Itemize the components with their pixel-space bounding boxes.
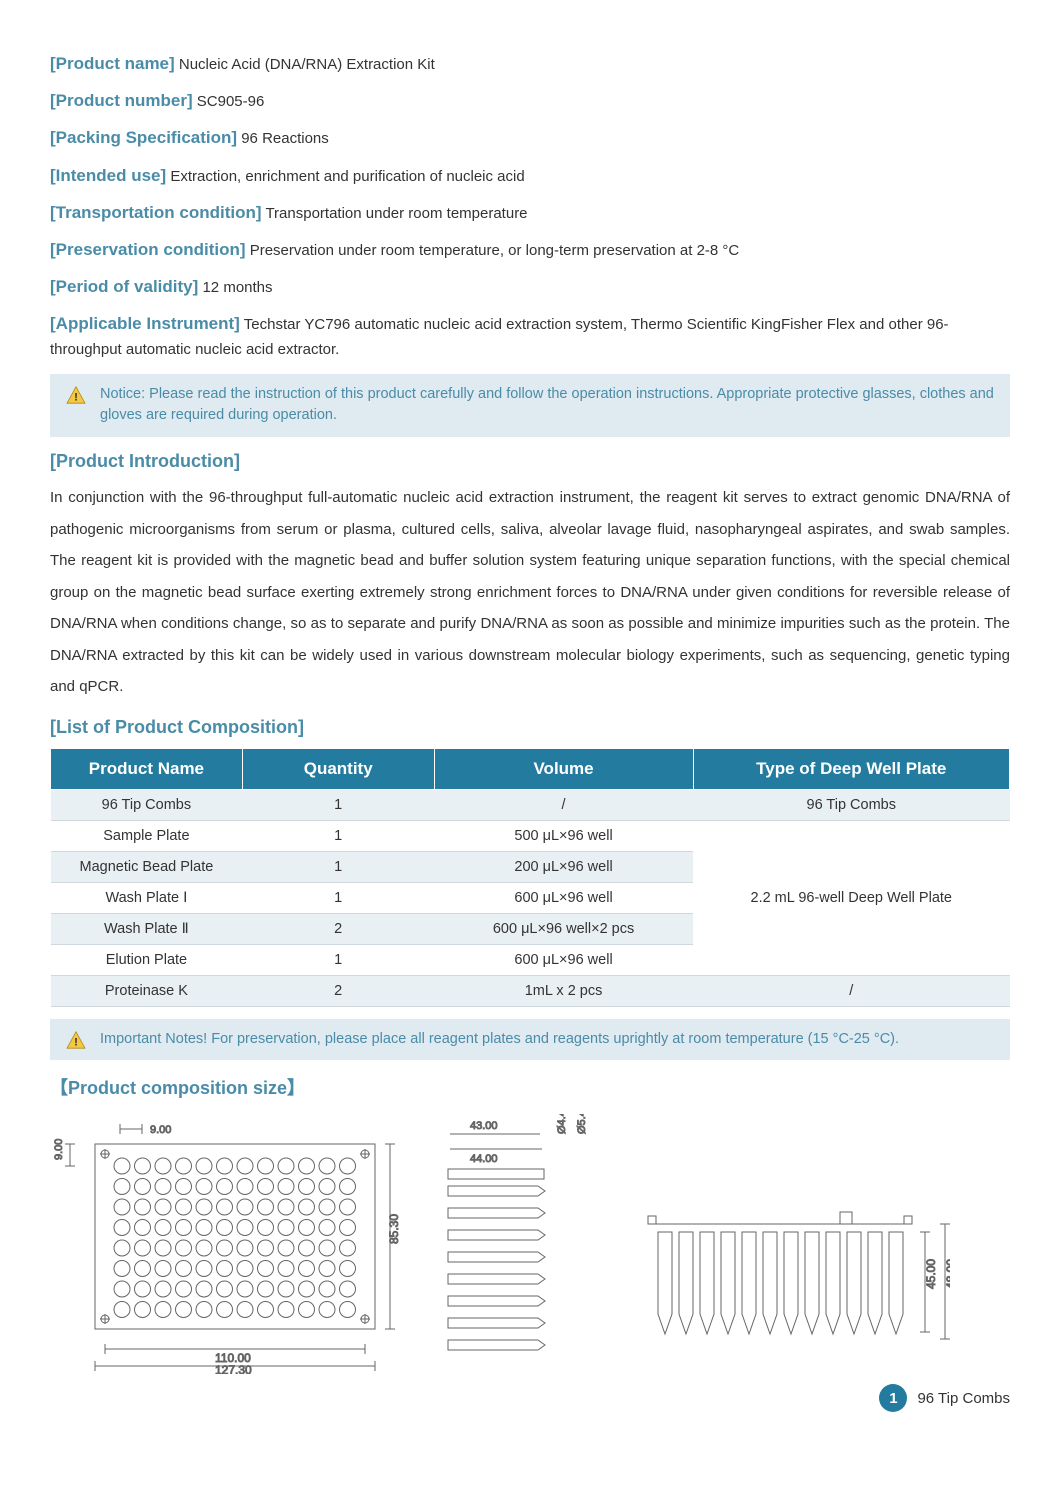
field-label: [Preservation condition] (50, 240, 246, 259)
cell: 1 (242, 820, 434, 851)
field-validity: [Period of validity] 12 months (50, 273, 1010, 300)
th-qty: Quantity (242, 748, 434, 789)
field-intended-use: [Intended use] Extraction, enrichment an… (50, 162, 1010, 189)
field-instrument: [Applicable Instrument] Techstar YC796 a… (50, 310, 1010, 361)
dim-text: 127.30 (215, 1363, 252, 1374)
dim-text: Ø5.49 (576, 1114, 588, 1134)
cell: / (434, 789, 693, 820)
field-value: 96 Reactions (241, 130, 329, 147)
field-value: SC905-96 (197, 93, 265, 110)
warning-icon: ! (66, 386, 86, 412)
field-label: [Period of validity] (50, 277, 198, 296)
th-name: Product Name (51, 748, 243, 789)
diagram-side-view: 43.00 44.00 Ø4.40 Ø5.49 (420, 1114, 620, 1374)
cell: 96 Tip Combs (51, 789, 243, 820)
field-value: 12 months (202, 279, 272, 296)
cell: 2 (242, 913, 434, 944)
dim-text: 45.00 (924, 1259, 938, 1289)
field-label: [Packing Specification] (50, 128, 237, 147)
section-size-heading: 【Product composition size】 (50, 1074, 1010, 1100)
cell: 600 μL×96 well (434, 882, 693, 913)
field-value: Preservation under room temperature, or … (250, 242, 740, 259)
cell: Elution Plate (51, 944, 243, 975)
svg-text:!: ! (74, 391, 78, 403)
cell: Wash Plate Ⅰ (51, 882, 243, 913)
table-row: Proteinase K 2 1mL x 2 pcs / (51, 975, 1010, 1006)
field-product-name: [Product name] Nucleic Acid (DNA/RNA) Ex… (50, 50, 1010, 77)
page-footer-label: 96 Tip Combs (917, 1390, 1010, 1407)
field-packing-spec: [Packing Specification] 96 Reactions (50, 124, 1010, 151)
cell: 500 μL×96 well (434, 820, 693, 851)
page-number-badge: 1 (879, 1384, 907, 1412)
cell: 96 Tip Combs (693, 789, 1009, 820)
field-value: Transportation under room temperature (265, 205, 527, 222)
composition-table: Product Name Quantity Volume Type of Dee… (50, 748, 1010, 1007)
cell: Proteinase K (51, 975, 243, 1006)
diagram-front-view: 45.00 48.00 (640, 1194, 950, 1374)
field-product-number: [Product number] SC905-96 (50, 87, 1010, 114)
field-value: Nucleic Acid (DNA/RNA) Extraction Kit (179, 56, 435, 73)
notice-bottom: ! Important Notes! For preservation, ple… (50, 1019, 1010, 1061)
notice-top: ! Notice: Please read the instruction of… (50, 374, 1010, 438)
dim-text: Ø4.40 (556, 1114, 568, 1134)
cell: Magnetic Bead Plate (51, 851, 243, 882)
table-row: 96 Tip Combs 1 / 96 Tip Combs (51, 789, 1010, 820)
dim-text: 48.00 (944, 1259, 950, 1289)
dim-text: 44.00 (470, 1153, 498, 1165)
cell: / (693, 975, 1009, 1006)
page-footer: 1 96 Tip Combs (50, 1384, 1010, 1412)
dim-text: 43.00 (470, 1120, 498, 1132)
field-label: [Intended use] (50, 166, 166, 185)
section-composition-heading: [List of Product Composition] (50, 717, 1010, 738)
cell: 600 μL×96 well (434, 944, 693, 975)
cell: Sample Plate (51, 820, 243, 851)
dim-text: 85.30 (387, 1214, 400, 1244)
field-label: [Transportation condition] (50, 203, 262, 222)
cell-merged-plate: 2.2 mL 96-well Deep Well Plate (693, 820, 1009, 975)
cell: 1 (242, 851, 434, 882)
field-value: Extraction, enrichment and purification … (170, 168, 524, 185)
field-label: [Product name] (50, 54, 175, 73)
field-transport: [Transportation condition] Transportatio… (50, 199, 1010, 226)
field-label: [Applicable Instrument] (50, 314, 240, 333)
diagram-top-view: 9.00 9.00 85.30 110.00 1 (50, 1114, 400, 1374)
dim-text: 9.00 (53, 1139, 65, 1160)
cell: 1 (242, 882, 434, 913)
warning-icon: ! (66, 1031, 86, 1057)
section-intro-heading: [Product Introduction] (50, 451, 1010, 472)
field-preservation: [Preservation condition] Preservation un… (50, 236, 1010, 263)
diagram-row: 9.00 9.00 85.30 110.00 1 (50, 1114, 1010, 1374)
table-row: Sample Plate 1 500 μL×96 well 2.2 mL 96-… (51, 820, 1010, 851)
th-vol: Volume (434, 748, 693, 789)
cell: 2 (242, 975, 434, 1006)
th-plate: Type of Deep Well Plate (693, 748, 1009, 789)
svg-text:!: ! (74, 1036, 78, 1048)
cell: 1mL x 2 pcs (434, 975, 693, 1006)
notice-text: Important Notes! For preservation, pleas… (100, 1031, 899, 1047)
cell: 200 μL×96 well (434, 851, 693, 882)
cell: Wash Plate Ⅱ (51, 913, 243, 944)
notice-text: Notice: Please read the instruction of t… (100, 386, 994, 424)
field-label: [Product number] (50, 91, 193, 110)
cell: 1 (242, 944, 434, 975)
intro-text: In conjunction with the 96-throughput fu… (50, 482, 1010, 703)
cell: 600 μL×96 well×2 pcs (434, 913, 693, 944)
dim-text: 9.00 (150, 1124, 171, 1136)
cell: 1 (242, 789, 434, 820)
